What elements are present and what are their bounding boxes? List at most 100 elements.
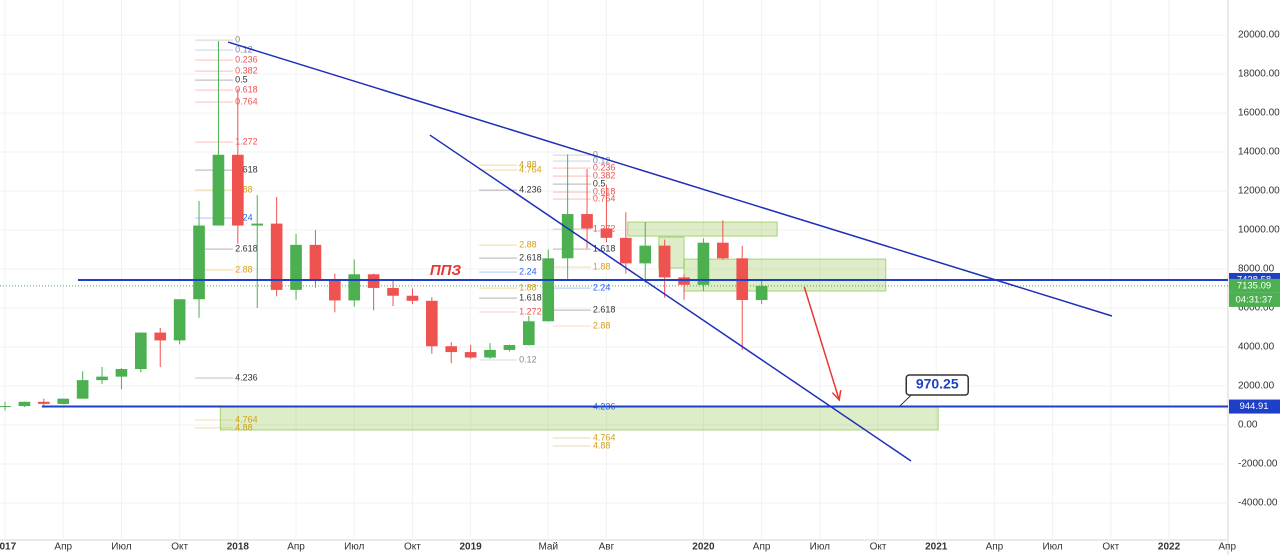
y-tick-label: 6000.00	[1238, 303, 1275, 314]
callout-label: 970.25	[916, 376, 959, 392]
candle-body	[367, 274, 380, 288]
x-tick-label: Июл	[344, 542, 364, 553]
fib-label: 2.618	[519, 252, 542, 262]
x-tick-label: Окт	[404, 542, 421, 553]
x-tick-label: 2021	[925, 542, 948, 553]
fib-label: 1.88	[593, 261, 611, 271]
x-tick-label: Июл	[111, 542, 131, 553]
candle-body	[464, 352, 477, 358]
y-tick-label: -2000.00	[1238, 459, 1278, 470]
fib-label: 2.24	[593, 282, 611, 292]
fib-label: 0.764	[593, 193, 616, 203]
y-tick-label: 12000.00	[1238, 186, 1280, 197]
fib-label: 2.24	[519, 266, 537, 276]
candle-body	[426, 300, 438, 347]
fib-label: 0.12	[235, 44, 253, 54]
x-tick-label: Апр	[1218, 542, 1236, 553]
candle-body	[755, 285, 768, 301]
candle-body	[445, 346, 458, 353]
x-tick-label: Окт	[870, 542, 887, 553]
fib-label: 0.618	[593, 186, 616, 196]
callout-pointer	[899, 394, 912, 407]
annotation: ППЗ	[430, 262, 462, 279]
candle-body	[678, 277, 690, 285]
plot-area	[0, 0, 1228, 540]
y-tick-label: 0.00	[1238, 420, 1258, 431]
candle-body	[329, 278, 341, 301]
fib-label: 0.618	[235, 84, 258, 94]
fib-label: 0.12	[519, 354, 537, 364]
y-tick-label: 18000.00	[1238, 69, 1280, 80]
y-tick-label: 10000.00	[1238, 225, 1280, 236]
fib-label: 4.88	[593, 440, 611, 450]
candle-body	[193, 225, 205, 300]
candle-body	[620, 237, 632, 264]
hline-price-label-bg	[1229, 399, 1280, 414]
fib-label: 4.88	[235, 422, 253, 432]
candle-body	[542, 258, 555, 322]
y-tick-label: 20000.00	[1238, 30, 1280, 41]
last-price-label-bg	[1229, 278, 1280, 293]
y-tick-label: 4000.00	[1238, 342, 1275, 353]
candle-body	[406, 295, 419, 301]
x-tick-label: 2022	[1158, 542, 1181, 553]
fib-label: 4.764	[519, 164, 542, 174]
candle-body	[0, 406, 11, 408]
candle-body	[76, 380, 89, 399]
x-tick-label: Апр	[753, 542, 771, 553]
candle-body	[503, 345, 516, 350]
candle-body	[290, 244, 302, 290]
hline-price-label: 944.91	[1239, 401, 1268, 412]
candle-body	[717, 242, 729, 259]
trendline	[429, 134, 912, 462]
candle-body	[57, 398, 70, 404]
x-tick-label: Июл	[1042, 542, 1062, 553]
candle-body	[561, 214, 574, 259]
arrow	[803, 286, 840, 401]
fib-label: 2.88	[235, 264, 253, 274]
candle-body	[270, 223, 283, 290]
candle-body	[96, 376, 108, 381]
fib-label: 0	[593, 149, 598, 159]
x-tick-label: 2018	[227, 542, 250, 553]
fib-label: 0.12	[593, 155, 611, 165]
x-tick-label: 2017	[0, 542, 17, 553]
y-tick-label: 8000.00	[1238, 264, 1275, 275]
fib-label: 4.88	[519, 159, 537, 169]
fib-label: 0.236	[235, 54, 258, 64]
fib-label: 2.24	[235, 212, 253, 222]
candle-body	[484, 349, 496, 358]
x-tick-label: Июл	[810, 542, 830, 553]
fib-label: 1.618	[519, 292, 542, 302]
candle-body	[658, 245, 671, 278]
fib-label: 2.618	[235, 243, 258, 253]
x-tick-label: 2020	[692, 542, 715, 553]
y-tick-label: 14000.00	[1238, 147, 1280, 158]
callout-box	[905, 374, 969, 396]
candle-body	[387, 287, 399, 296]
x-tick-label: Авг	[599, 542, 615, 553]
x-tick-label: Окт	[1102, 542, 1119, 553]
fib-label: 0.5	[235, 74, 248, 84]
fib-label: 2.618	[593, 304, 616, 314]
candle-body	[173, 299, 186, 341]
fib-label: 1.618	[235, 164, 258, 174]
fib-label: 0.236	[593, 162, 616, 172]
x-tick-label: Апр	[287, 542, 305, 553]
fib-label: 1.272	[519, 306, 542, 316]
trendline	[227, 41, 1113, 317]
y-tick-label: -4000.00	[1238, 498, 1278, 509]
fib-label: 0.382	[593, 170, 616, 180]
x-tick-label: 2019	[460, 542, 483, 553]
x-tick-label: Апр	[54, 542, 72, 553]
fib-label: 4.236	[519, 184, 542, 194]
candle-body	[697, 242, 710, 285]
y-tick-label: 16000.00	[1238, 108, 1280, 119]
candle-body	[581, 214, 593, 229]
fib-label: 0.764	[235, 96, 258, 106]
fib-label: 1.88	[235, 184, 253, 194]
x-tick-label: Апр	[986, 542, 1004, 553]
fib-label: 4.764	[235, 414, 258, 424]
